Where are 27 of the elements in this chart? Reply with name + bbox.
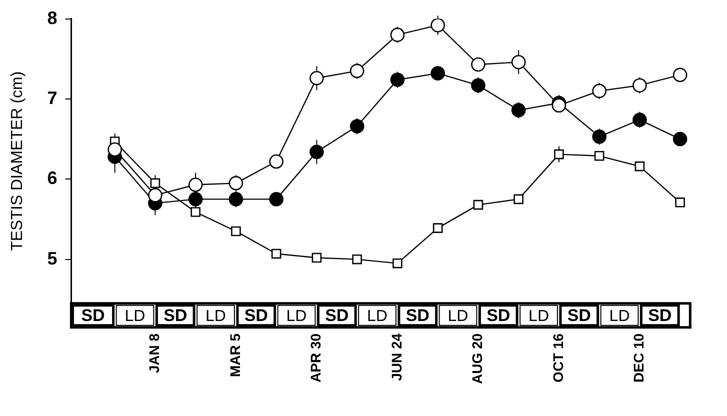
text: SD	[244, 306, 268, 326]
text: SD	[567, 306, 591, 326]
text: SD	[81, 306, 105, 326]
text: LD	[206, 308, 226, 325]
text: SD	[164, 306, 188, 326]
x-tick-label: OCT 16	[550, 333, 566, 382]
x-tick-label: JAN 8	[146, 333, 162, 374]
x-tick-label: APR 30	[308, 333, 324, 382]
text: SD	[325, 306, 349, 326]
text: LD	[124, 308, 146, 325]
x-tick-label: DEC 10	[630, 333, 647, 382]
y-axis-title: TESTIS DIAMETER (cm)	[9, 71, 26, 251]
x-tick-label: MAR 5	[226, 333, 243, 377]
text: SD	[486, 306, 510, 326]
text: LD	[448, 308, 468, 325]
text: LD	[528, 308, 549, 325]
text: LD	[286, 308, 307, 325]
y-tick-label: 6	[47, 168, 58, 188]
text: SD	[648, 306, 672, 326]
text: SD	[406, 306, 430, 326]
y-tick-label: 5	[47, 248, 58, 268]
x-tick-label: JUN 24	[388, 333, 404, 381]
y-tick-label: 8	[47, 8, 58, 28]
y-tick-label: 7	[47, 88, 58, 108]
text: LD	[609, 308, 630, 325]
x-tick-label: AUG 20	[469, 333, 486, 384]
text: LD	[367, 308, 388, 325]
